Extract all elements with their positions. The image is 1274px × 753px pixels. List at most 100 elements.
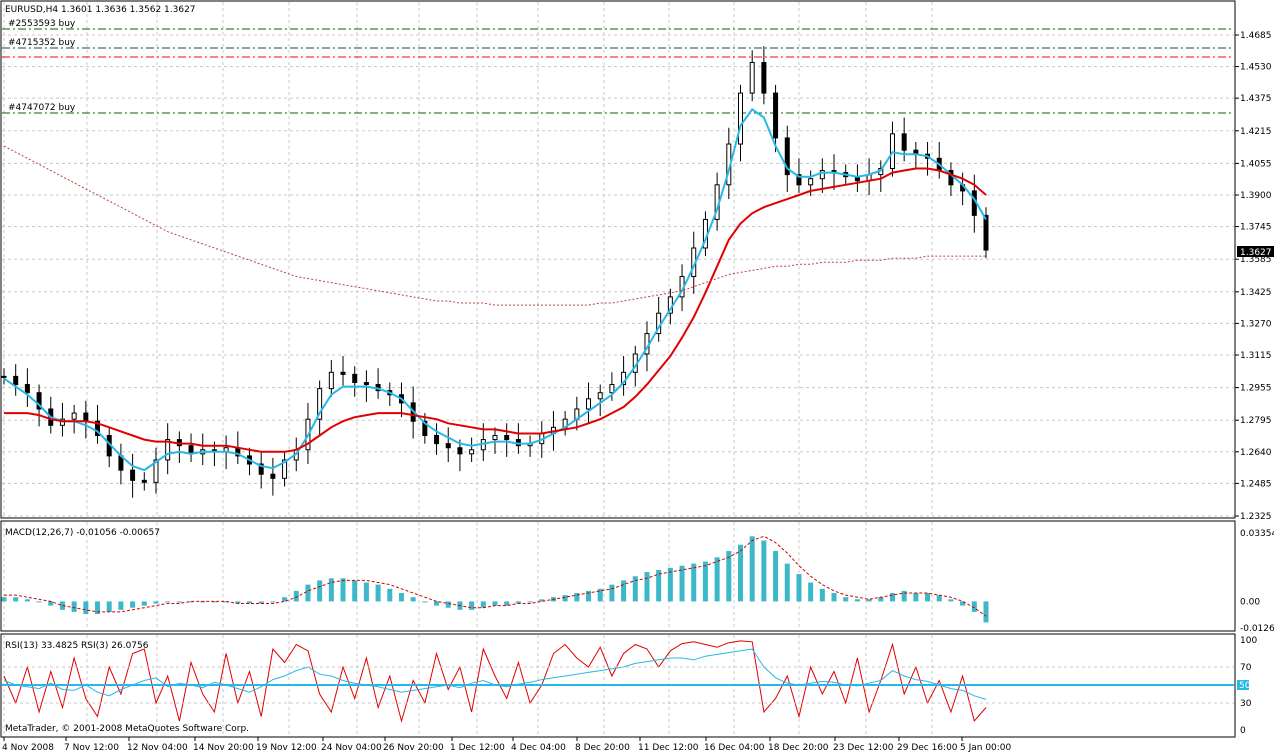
candle-body: [153, 459, 159, 483]
candle-body: [889, 133, 895, 169]
rsi3-line: [3, 640, 987, 723]
macd-histogram-bar: [691, 563, 697, 602]
time-tick-label: 8 Dec 20:00: [575, 743, 630, 753]
time-axis: 4 Nov 2008 7 Nov 12:00 12 Nov 04:00 14 Nov …: [2, 737, 1012, 753]
macd-histogram-bar: [749, 536, 755, 602]
candle-body: [36, 392, 42, 410]
time-tick-label: 26 Nov 20:00: [383, 743, 444, 753]
macd-histogram-bar: [574, 593, 580, 602]
price-tick-label: 1.3425: [1240, 288, 1272, 298]
macd-histogram-bar: [24, 599, 30, 602]
macd-histogram-bar: [375, 584, 381, 602]
price-tick-label: 1.2955: [1240, 384, 1272, 394]
macd-histogram-bar: [925, 593, 931, 602]
rsi-tick-label: 30: [1240, 699, 1252, 709]
macd-histogram-bar: [492, 601, 498, 606]
macd-histogram-bar: [679, 565, 685, 602]
macd-histogram-bar: [866, 599, 872, 602]
macd-histogram-bar: [434, 601, 440, 606]
macd-histogram-bar: [702, 561, 708, 602]
candle-body: [492, 434, 498, 441]
macd-histogram-bar: [597, 588, 603, 602]
macd-histogram-bar: [936, 595, 942, 602]
copyright-text: MetaTrader, © 2001-2008 MetaQuotes Softw…: [5, 724, 249, 734]
macd-histogram-bar: [106, 601, 112, 612]
candle-body: [13, 375, 19, 386]
moving-averages: [3, 108, 987, 472]
time-tick-label: 16 Dec 04:00: [704, 743, 765, 753]
candle-body: [340, 371, 346, 375]
price-tick-label: 1.4055: [1240, 159, 1272, 169]
candle-body: [773, 92, 779, 139]
macd-histogram-bar: [153, 601, 159, 604]
moving-average-line: [3, 108, 987, 472]
macd-histogram-bar: [445, 601, 451, 608]
candle-body: [363, 382, 369, 386]
candle-body: [328, 371, 334, 390]
candle-body: [738, 92, 743, 145]
macd-tick-label: 0.00: [1240, 597, 1260, 607]
macd-histogram-bar: [480, 601, 486, 608]
macd-histogram-bar: [258, 601, 264, 604]
price-tick-label: 1.4375: [1240, 94, 1272, 104]
macd-histogram-bar: [95, 601, 101, 615]
price-tick-label: 1.4685: [1240, 31, 1272, 41]
time-tick-label: 4 Nov 2008: [2, 743, 54, 753]
macd-histogram-bar: [621, 580, 627, 602]
candle-body: [808, 178, 814, 186]
time-tick-label: 5 Jan 00:00: [960, 743, 1012, 753]
time-tick-label: 29 Dec 16:00: [897, 743, 958, 753]
macd-histogram-bar: [971, 601, 977, 612]
order-level-label: #4715352 buy: [8, 38, 76, 48]
price-tick-label: 1.4215: [1240, 127, 1272, 137]
macd-histogram-bar: [539, 599, 545, 602]
candle-body: [457, 447, 463, 455]
candle-body: [796, 174, 802, 186]
macd-histogram-bar: [223, 601, 229, 603]
price-tick-label: 1.3115: [1240, 351, 1272, 361]
candle-body: [901, 133, 907, 151]
macd-histogram-bar: [282, 597, 288, 602]
rsi-level-tag: [1237, 680, 1249, 690]
time-tick-label: 12 Nov 04:00: [127, 743, 188, 753]
order-level-label: #4747072 buy: [8, 103, 76, 113]
macd-histogram-bar: [527, 601, 533, 603]
macd-histogram-bar: [1, 597, 7, 602]
macd-histogram-bar: [317, 580, 323, 602]
candle-body: [165, 439, 171, 461]
order-level-label: #2553593 buy: [8, 19, 76, 29]
time-tick-label: 18 Dec 20:00: [768, 743, 829, 753]
macd-histogram-bar: [854, 599, 860, 602]
macd-histogram-bar: [913, 593, 919, 602]
candle-body: [609, 384, 615, 394]
candle-body: [282, 459, 288, 479]
time-tick-label: 23 Dec 12:00: [833, 743, 894, 753]
time-tick-label: 11 Dec 12:00: [638, 743, 699, 753]
macd-histogram-bar: [165, 601, 171, 603]
macd-histogram-bar: [878, 597, 884, 602]
candle-body: [130, 469, 136, 481]
macd-panel: [0, 520, 1236, 632]
macd-histogram-bar: [714, 557, 720, 602]
rsi-panel-header: RSI(13) 33.4825 RSI(3) 26.0756: [5, 641, 149, 651]
macd-histogram-bar: [118, 601, 124, 610]
macd-histogram-bar: [656, 569, 662, 602]
macd-histogram-bar: [340, 578, 346, 602]
price-tick-label: 1.3900: [1240, 191, 1272, 201]
candle-body: [258, 463, 264, 475]
macd-histogram-bar: [586, 590, 592, 602]
order-levels: #2553593 buy #4715352 buy #4747072 buy: [2, 19, 1234, 114]
macd-indicator: 0.03354 0.00 -0.01266: [1, 529, 1274, 634]
macd-histogram-bar: [293, 590, 299, 602]
macd-histogram-bar: [738, 544, 743, 602]
macd-histogram-bar: [644, 572, 650, 602]
candle-body: [469, 449, 475, 455]
candle-body: [317, 388, 323, 420]
price-tick-label: 1.2640: [1240, 448, 1272, 458]
candle-body: [59, 418, 65, 426]
candle-body: [71, 412, 77, 420]
macd-histogram-bar: [176, 601, 182, 603]
macd-histogram-bar: [141, 601, 147, 606]
macd-histogram-bar: [328, 578, 334, 602]
